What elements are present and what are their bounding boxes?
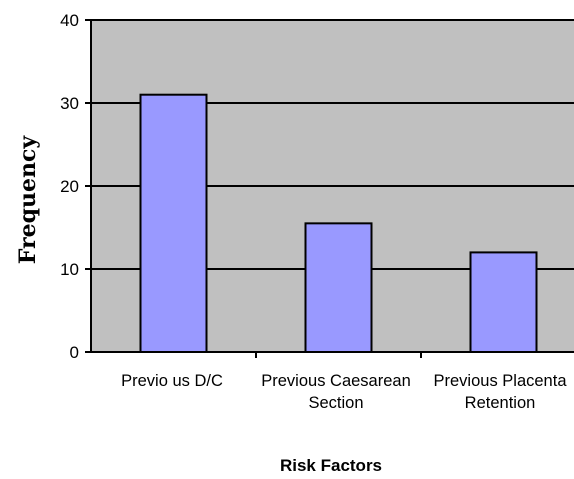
bar [469,251,538,353]
y-axis-title: Frequency [15,135,41,265]
bar [139,93,208,353]
y-tick-label: 20 [60,177,79,196]
y-tick-label: 0 [70,343,79,362]
y-tick-label: 30 [60,94,79,113]
y-tick-label: 40 [60,11,79,30]
x-category-labels: Previo us D/C Previous Caesarean Section Pr… [121,372,567,412]
x-category-label: Previous Caesarean Section [261,372,411,412]
y-tick-label: 10 [60,260,79,279]
axes [85,19,574,358]
x-category-label: Previo us D/C [121,372,223,390]
x-axis-title: Risk Factors [280,456,382,475]
bar [304,222,373,353]
y-tick-labels: 0 10 20 30 40 [60,11,79,362]
x-category-label: Previous Placenta Retention [434,372,568,412]
